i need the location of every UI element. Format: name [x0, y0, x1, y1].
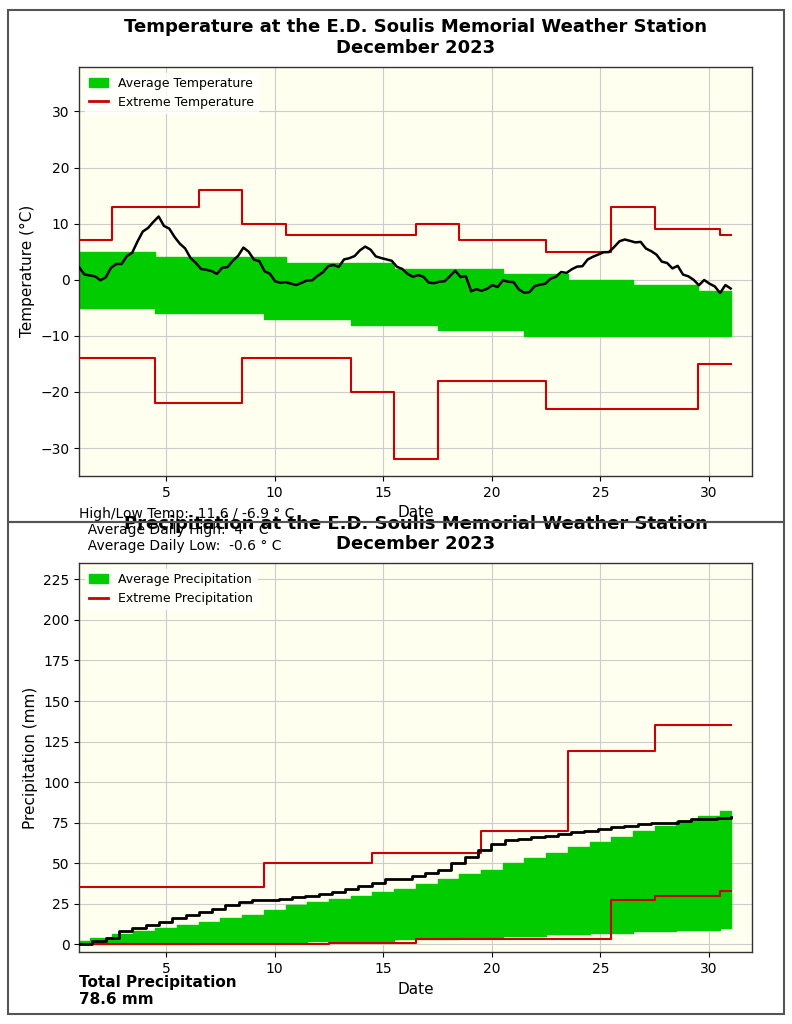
Title: Temperature at the E.D. Soulis Memorial Weather Station
December 2023: Temperature at the E.D. Soulis Memorial …: [124, 17, 707, 56]
X-axis label: Date: Date: [398, 506, 434, 520]
Title: Precipitation at the E.D. Soulis Memorial Weather Station
December 2023: Precipitation at the E.D. Soulis Memoria…: [124, 514, 708, 553]
Y-axis label: Precipitation (mm): Precipitation (mm): [22, 687, 37, 828]
Text: Total Precipitation
78.6 mm: Total Precipitation 78.6 mm: [79, 975, 237, 1008]
X-axis label: Date: Date: [398, 982, 434, 996]
Legend: Average Precipitation, Extreme Precipitation: Average Precipitation, Extreme Precipita…: [86, 569, 257, 609]
Legend: Average Temperature, Extreme Temperature: Average Temperature, Extreme Temperature: [86, 73, 257, 113]
Text: High/Low Temp:  11.6 / -6.9 ° C
  Average Daily High:  4 ° C
  Average Daily Low: High/Low Temp: 11.6 / -6.9 ° C Average D…: [79, 507, 295, 553]
Y-axis label: Temperature (°C): Temperature (°C): [20, 205, 35, 338]
